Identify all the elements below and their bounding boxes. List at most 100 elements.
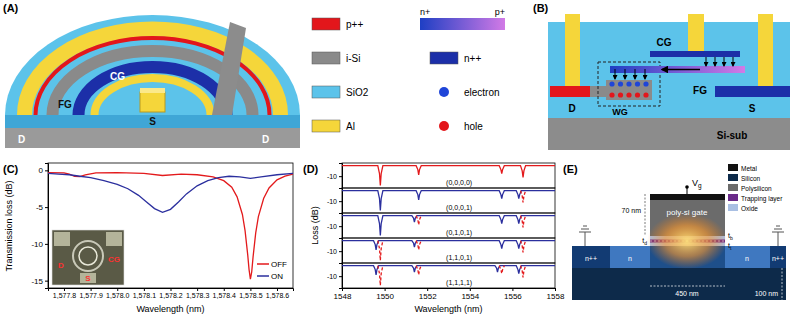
panel-label: (D) [303,163,319,175]
ground-wire [778,232,779,246]
tick: -10 [327,248,342,255]
annotation: (1,1,0,1) [446,254,472,262]
tick: 1,578.0 [106,288,129,299]
tick-mark [277,288,278,291]
chart: -10 (1,1,0,1) [327,238,555,264]
tick: 1,578.3 [186,288,209,299]
tick-label: 1556 [504,292,522,301]
axis-title: Loss (dB) [310,206,320,245]
thickness-label: tb [728,232,733,241]
tick-label: 1,578.1 [133,292,156,299]
gate-voltage: Vg [692,178,702,190]
thickness-label: td [642,237,647,246]
y-axis: -10 [327,164,343,189]
legend-label: Al [346,121,355,132]
floating-gate [610,66,745,73]
panel-label: (C) [3,163,19,175]
field-glow [647,213,727,269]
annotation: (0,0,0,1) [446,204,472,212]
y-axis: -10 [327,189,343,214]
gate-terminal [687,188,688,194]
ground-symbol [579,232,591,233]
panel-e: (E)Vgpoly-si gate70 nm450 nm100 nmtdtbtt… [563,163,786,300]
panel-label: (B) [533,2,549,14]
tick-label: -5 [36,203,44,212]
charge-arrow [615,69,616,79]
electron [609,81,614,86]
annotation: CG [108,255,120,264]
silicon-region [610,246,650,268]
tick: -10 [327,198,342,205]
tick: 1550 [376,288,394,301]
intrinsic-si [590,86,608,97]
legend: OFFON [257,260,287,281]
legend-label: p++ [346,19,363,30]
tick-mark [91,288,92,291]
electron [643,81,648,86]
tick-label: 1,578.4 [213,292,236,299]
axis-line [343,289,556,292]
silicon-region [572,246,610,268]
tick-mark [197,288,198,291]
charge-arrow [706,57,707,66]
tick-label: 1554 [461,292,479,301]
tick-label: -10 [327,248,337,255]
tick: -10 [31,240,48,249]
tick: 1548 [334,288,352,301]
charge-arrow [625,69,626,79]
legend-swatch [728,164,738,171]
line-series [520,191,525,203]
legend-line [257,275,269,277]
tick-label: 1550 [376,292,394,301]
tick-mark [470,288,471,291]
label: Si-sub [717,130,748,141]
axis-title: Wavelength (nm) [136,304,204,314]
legend-swatch [728,174,738,181]
label: FG [58,99,72,110]
charge-arrow [645,69,646,79]
tick-label: -10 [327,223,337,230]
tick: 0 [39,166,48,175]
legend-swatch [312,18,340,30]
electron [626,81,631,86]
hole [643,92,648,97]
legend-dot [439,121,449,131]
axis-line [339,189,343,214]
legend: MetalSiliconPolysiliconTrapping layerOxi… [728,164,783,212]
tick-mark [339,176,342,177]
dimension-line [645,194,646,236]
plot-frame [342,238,555,263]
axis-title: Wavelength (nm) [414,304,482,314]
tick-mark [339,276,342,277]
legend-dot [439,87,449,97]
hole [626,92,631,97]
label: D [18,134,25,145]
label: S [749,103,756,114]
waveguide [606,80,652,100]
tick-mark [45,244,48,245]
gate-terminal-dot [685,185,689,189]
line-series [416,216,525,228]
inset-background [52,230,124,285]
tick-mark [117,288,118,291]
tick-label: -10 [327,173,337,180]
substrate [548,118,790,150]
tick-mark [427,288,428,291]
chart: 1,577.81,577.91,578.01,578.11,578.21,578… [3,163,294,314]
label-sub: t [730,245,732,251]
chart: 154815501552155415561558-10Wavelength (n… [327,263,565,314]
tick-label: -10 [31,240,43,249]
tick-label: -10 [327,273,337,280]
x-axis: 1,577.81,577.91,578.01,578.11,578.21,578… [49,288,294,299]
charge-arrow [724,57,725,66]
n-region-ring [79,67,227,115]
legend-label: OFF [271,260,287,269]
tick: 1,578.4 [213,288,236,299]
source-n [715,86,790,97]
inset-pad [80,273,96,283]
tick: 1,578.5 [239,288,262,299]
source-top [140,88,165,93]
tick-label: 1,578.2 [159,292,182,299]
legend-label: SiO2 [346,87,369,98]
tick-label: 0 [39,166,44,175]
